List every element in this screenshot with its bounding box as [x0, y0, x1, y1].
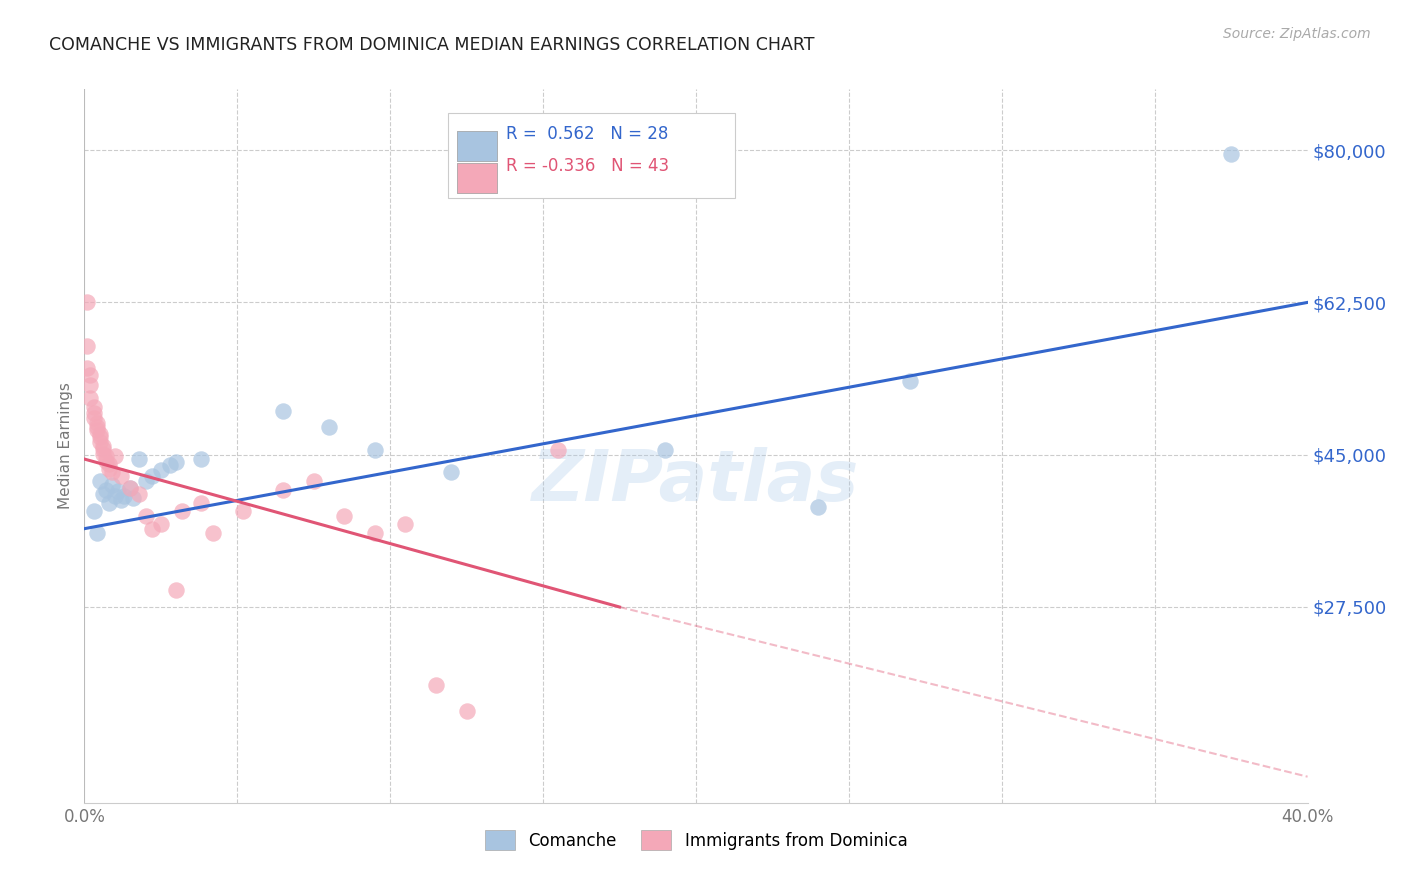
Point	[547, 443, 569, 458]
Point	[76, 360, 98, 375]
Point	[128, 452, 150, 467]
Point	[172, 504, 194, 518]
Point	[425, 678, 447, 692]
Text: ZIPatlas: ZIPatlas	[533, 447, 859, 516]
Point	[333, 508, 356, 523]
Point	[122, 491, 145, 506]
Point	[79, 378, 101, 392]
Point	[110, 469, 132, 483]
Point	[120, 481, 142, 495]
Point	[1220, 147, 1243, 161]
Point	[135, 474, 157, 488]
Point	[79, 368, 101, 382]
Point	[101, 478, 124, 492]
Legend: Comanche, Immigrants from Dominica: Comanche, Immigrants from Dominica	[477, 822, 915, 859]
Y-axis label: Median Earnings: Median Earnings	[58, 383, 73, 509]
Point	[149, 463, 172, 477]
Text: Source: ZipAtlas.com: Source: ZipAtlas.com	[1223, 27, 1371, 41]
Point	[101, 465, 124, 479]
Point	[201, 526, 224, 541]
Point	[318, 420, 340, 434]
Point	[302, 474, 325, 488]
Point	[232, 504, 254, 518]
Text: R = -0.336   N = 43: R = -0.336 N = 43	[506, 157, 669, 175]
Point	[135, 508, 157, 523]
Point	[394, 517, 416, 532]
Point	[86, 423, 108, 437]
Point	[89, 434, 111, 449]
Point	[89, 430, 111, 444]
Point	[440, 465, 463, 479]
Point	[94, 454, 117, 468]
Point	[91, 439, 114, 453]
Point	[654, 443, 676, 458]
FancyBboxPatch shape	[457, 162, 496, 193]
Point	[94, 450, 117, 464]
Point	[128, 487, 150, 501]
Point	[86, 420, 108, 434]
Point	[83, 400, 105, 414]
Point	[110, 492, 132, 507]
Point	[141, 469, 163, 483]
Point	[97, 495, 120, 509]
Point	[364, 443, 387, 458]
FancyBboxPatch shape	[447, 112, 735, 198]
Point	[898, 374, 921, 388]
Text: COMANCHE VS IMMIGRANTS FROM DOMINICA MEDIAN EARNINGS CORRELATION CHART: COMANCHE VS IMMIGRANTS FROM DOMINICA MED…	[49, 36, 814, 54]
Point	[86, 526, 108, 541]
Point	[91, 442, 114, 457]
Point	[149, 517, 172, 532]
Point	[76, 339, 98, 353]
Point	[456, 705, 478, 719]
Point	[112, 489, 135, 503]
Point	[79, 391, 101, 405]
Point	[159, 458, 181, 472]
Point	[165, 455, 187, 469]
Point	[364, 526, 387, 541]
Point	[83, 411, 105, 425]
Point	[107, 484, 129, 499]
Point	[91, 487, 114, 501]
Point	[83, 504, 105, 518]
FancyBboxPatch shape	[457, 130, 496, 161]
Point	[807, 500, 830, 514]
Point	[94, 483, 117, 497]
Text: R =  0.562   N = 28: R = 0.562 N = 28	[506, 125, 669, 143]
Point	[83, 406, 105, 420]
Point	[97, 461, 120, 475]
Point	[271, 404, 294, 418]
Point	[190, 452, 212, 467]
Point	[89, 426, 111, 441]
Point	[120, 481, 142, 495]
Point	[104, 450, 127, 464]
Point	[97, 457, 120, 471]
Point	[190, 495, 212, 509]
Point	[104, 490, 127, 504]
Point	[165, 582, 187, 597]
Point	[91, 447, 114, 461]
Point	[76, 295, 98, 310]
Point	[141, 522, 163, 536]
Point	[89, 474, 111, 488]
Point	[271, 483, 294, 497]
Point	[86, 416, 108, 430]
